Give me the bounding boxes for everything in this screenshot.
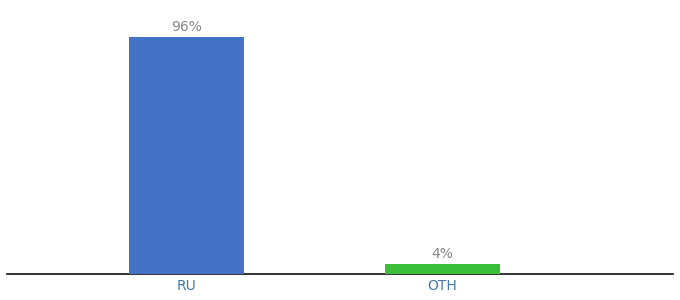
Text: 96%: 96% — [171, 20, 202, 34]
Text: 4%: 4% — [432, 247, 454, 261]
Bar — [129, 37, 244, 274]
Bar — [385, 264, 500, 274]
